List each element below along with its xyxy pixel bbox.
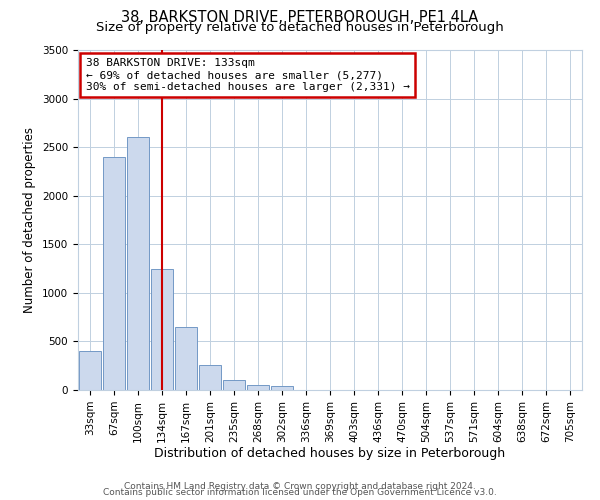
Text: 38 BARKSTON DRIVE: 133sqm
← 69% of detached houses are smaller (5,277)
30% of se: 38 BARKSTON DRIVE: 133sqm ← 69% of detac… (86, 58, 410, 92)
Bar (271, 386, 293, 390)
Bar (175, 327, 197, 390)
Bar (151, 268, 173, 390)
Y-axis label: Number of detached properties: Number of detached properties (23, 127, 37, 313)
Text: 38, BARKSTON DRIVE, PETERBOROUGH, PE1 4LA: 38, BARKSTON DRIVE, PETERBOROUGH, PE1 4L… (121, 10, 479, 25)
Bar (223, 380, 245, 390)
Bar (103, 157, 125, 390)
Text: Size of property relative to detached houses in Peterborough: Size of property relative to detached ho… (96, 21, 504, 34)
Text: Contains HM Land Registry data © Crown copyright and database right 2024.: Contains HM Land Registry data © Crown c… (124, 482, 476, 491)
Text: Contains public sector information licensed under the Open Government Licence v3: Contains public sector information licen… (103, 488, 497, 497)
Bar (127, 138, 149, 390)
Bar (79, 351, 101, 390)
X-axis label: Distribution of detached houses by size in Peterborough: Distribution of detached houses by size … (154, 448, 506, 460)
Bar (199, 364, 221, 390)
Bar (247, 384, 269, 390)
